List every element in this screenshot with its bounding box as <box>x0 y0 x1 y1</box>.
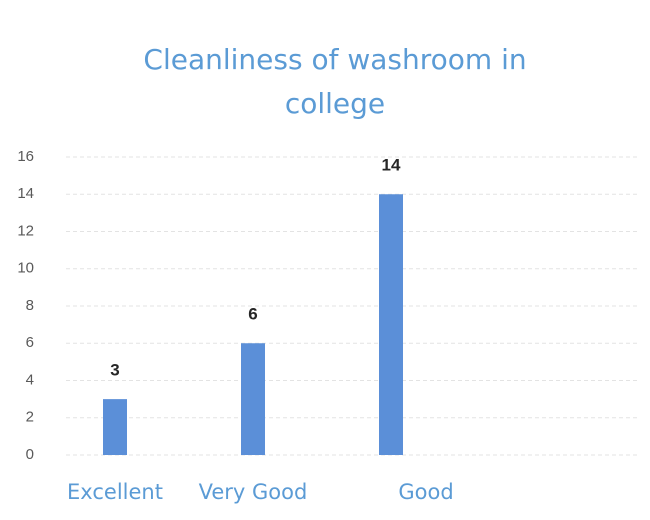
y-tick-label: 6 <box>26 334 34 351</box>
bar <box>241 343 265 455</box>
bar <box>103 399 127 455</box>
bar <box>379 194 403 455</box>
y-tick-label: 12 <box>17 222 34 239</box>
y-tick-label: 10 <box>17 260 34 277</box>
data-label: 3 <box>110 361 119 380</box>
y-tick-label: 0 <box>26 446 34 463</box>
data-label: 14 <box>382 156 401 175</box>
y-tick-label: 14 <box>17 185 34 202</box>
y-tick-label: 16 <box>17 148 34 165</box>
x-tick-label: Good <box>398 480 453 504</box>
y-tick-label: 4 <box>26 371 34 388</box>
x-tick-label: Excellent <box>67 480 163 504</box>
data-label: 6 <box>248 305 257 324</box>
x-tick-label: Very Good <box>199 480 308 504</box>
y-tick-label: 8 <box>26 297 34 314</box>
y-tick-label: 2 <box>26 409 34 426</box>
chart-title: Cleanliness of washroom in college <box>143 43 527 120</box>
